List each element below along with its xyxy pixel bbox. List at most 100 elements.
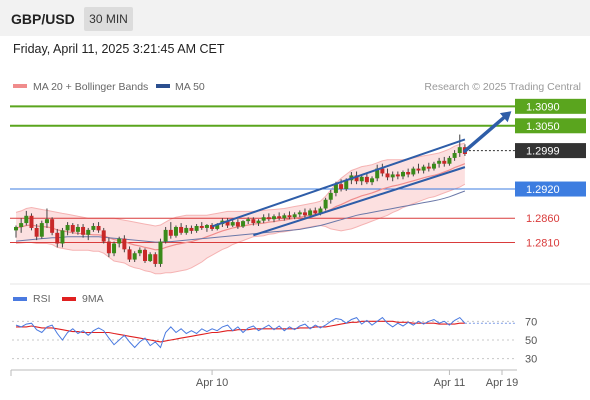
candle [452, 150, 457, 161]
candle [210, 223, 215, 231]
candle-body [153, 254, 158, 264]
candle-body [230, 222, 235, 226]
ma50-line [15, 190, 466, 243]
level-badge-1-2920 [515, 181, 586, 197]
candle [184, 225, 189, 235]
candle-body [189, 227, 194, 231]
candle-body [173, 226, 178, 236]
candle [457, 134, 462, 157]
candle [411, 166, 416, 177]
ma20-line [15, 163, 466, 251]
candle-body [323, 199, 328, 209]
level-label-1-2860: 1.2860 [526, 213, 560, 225]
price-levels [10, 105, 515, 244]
rsi-panel: 70 50 30 [12, 316, 537, 366]
chart-header: GBP/USD 30 MIN [0, 0, 590, 36]
legend-swatch-9ma [62, 297, 76, 301]
level-label-1-3090: 1.3090 [526, 101, 560, 113]
rsi-level-label-50: 50 [525, 335, 537, 347]
candle-body [287, 215, 292, 218]
candle-body [91, 226, 96, 230]
moving-averages [15, 163, 466, 251]
trend-overlay [211, 111, 512, 237]
candle [401, 170, 405, 180]
candle-body [406, 172, 411, 175]
candle-body [328, 192, 333, 200]
rsi-level-label-30: 30 [525, 354, 537, 366]
symbol-title: GBP/USD [11, 11, 75, 27]
candle-body [112, 243, 117, 254]
candle-body [14, 226, 18, 231]
candle-body [431, 163, 436, 169]
candle-body [421, 166, 426, 171]
legend-swatch-ma20 [13, 84, 27, 88]
candle [241, 220, 246, 228]
candle-body [256, 220, 261, 224]
candle [39, 220, 44, 239]
candle [117, 236, 122, 248]
candle [380, 163, 385, 177]
level-badge-1-2999 [515, 143, 586, 159]
candle [86, 227, 91, 241]
x-tick-label: Apr 10 [196, 377, 228, 389]
candle-body [122, 238, 127, 250]
candle-body [442, 160, 447, 164]
candle [96, 222, 101, 233]
candle [354, 171, 359, 185]
x-tick-label: Apr 11 [434, 377, 466, 389]
candle [179, 223, 184, 235]
candle-body [359, 176, 364, 182]
credit-text: Research © 2025 Trading Central [424, 81, 581, 93]
candle-body [344, 180, 349, 190]
candle [328, 190, 333, 204]
candle [55, 228, 60, 248]
candle [14, 225, 18, 238]
candle [246, 217, 251, 225]
candle [153, 252, 158, 267]
channel-upper-line [211, 138, 466, 228]
candle-body [339, 184, 344, 190]
candle-body [277, 216, 282, 219]
candle [204, 224, 209, 232]
candle [189, 225, 194, 234]
level-badge-1-3090 [515, 98, 586, 114]
candle-body [65, 225, 70, 231]
candle [60, 227, 65, 248]
candle-body [70, 225, 75, 232]
candle [447, 155, 452, 166]
candle [442, 156, 447, 167]
candle-body [302, 212, 307, 216]
candle-body [143, 249, 147, 262]
candle [225, 218, 230, 228]
candle-body [29, 215, 34, 228]
candle [272, 214, 276, 223]
candle [302, 208, 307, 219]
level-badge-1-3050 [515, 118, 586, 134]
candle [251, 217, 256, 226]
candle-body [96, 226, 101, 231]
candle [277, 212, 282, 221]
candle-body [292, 214, 297, 218]
candle-body [370, 178, 375, 183]
bollinger-lower-line [15, 183, 466, 275]
candle-body [163, 229, 168, 242]
candle-body [313, 210, 318, 214]
timeframe-badge[interactable]: 30 MIN [84, 7, 133, 31]
candle [101, 227, 106, 244]
candle-body [235, 222, 240, 227]
candle-body [19, 223, 24, 227]
candle [282, 213, 287, 221]
candle-body [457, 147, 462, 154]
level-badges: 1.3090 1.3050 1.2999 1.2920 1.2860 1.2810 [515, 98, 586, 250]
legend-swatch-rsi [13, 297, 27, 301]
candle [65, 222, 70, 236]
candle [416, 163, 421, 174]
timestamp: Friday, April 11, 2025 3:21:45 AM CET [13, 42, 225, 56]
candle [375, 164, 380, 182]
candle [421, 164, 426, 174]
candle [323, 197, 328, 211]
candle-body [225, 220, 230, 226]
candle [266, 213, 271, 222]
candle-body [204, 225, 209, 228]
